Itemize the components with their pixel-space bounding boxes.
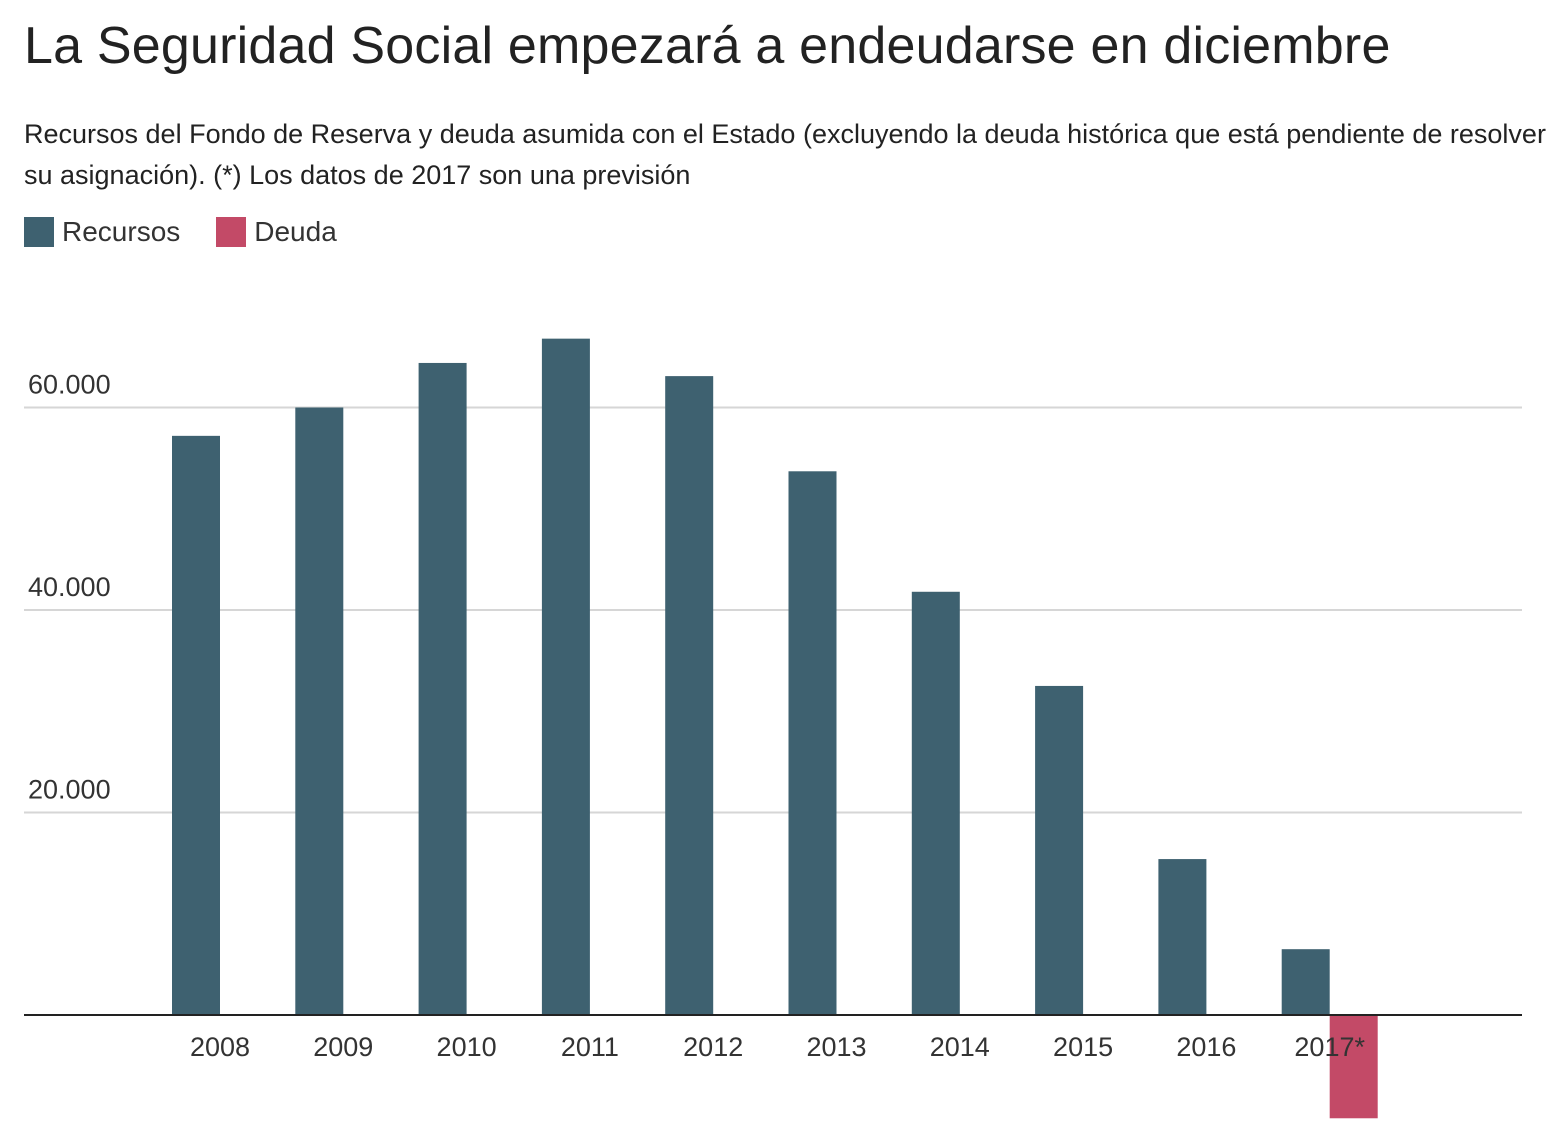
x-tick-label: 2017* (1294, 1032, 1365, 1062)
y-tick-label: 40.000 (28, 572, 111, 602)
bar-recursos-2010[interactable] (418, 362, 467, 1015)
y-tick-label: 20.000 (28, 775, 111, 805)
x-tick-label: 2012 (683, 1032, 743, 1062)
x-tick-label: 2014 (930, 1032, 990, 1062)
bar-recursos-2011[interactable] (541, 338, 590, 1015)
chart-title: La Seguridad Social empezará a endeudars… (24, 17, 1391, 75)
legend-label-recursos: Recursos (62, 216, 181, 247)
legend-label-deuda: Deuda (254, 216, 337, 247)
x-tick-label: 2011 (561, 1032, 619, 1062)
x-tick-label: 2016 (1176, 1032, 1236, 1062)
legend-swatch-deuda (216, 217, 247, 247)
bar-deuda-2017[interactable] (1329, 1015, 1378, 1119)
bar-recursos-2013[interactable] (788, 471, 837, 1016)
bar-recursos-2012[interactable] (665, 376, 714, 1015)
bar-recursos-2016[interactable] (1158, 859, 1207, 1015)
bar-recursos-2008[interactable] (172, 435, 220, 1016)
bar-recursos-2009[interactable] (295, 407, 344, 1016)
x-tick-label: 2009 (313, 1032, 373, 1062)
x-tick-label: 2008 (190, 1032, 250, 1062)
legend-item-recursos: Recursos (24, 216, 180, 248)
x-tick-label: 2013 (806, 1032, 866, 1062)
bar-recursos-2017[interactable] (1281, 949, 1330, 1015)
bar-recursos-2015[interactable] (1035, 685, 1084, 1015)
x-tick-label: 2015 (1053, 1032, 1113, 1062)
bar-recursos-2014[interactable] (911, 591, 960, 1015)
y-tick-label: 60.000 (28, 370, 111, 400)
legend: Recursos Deuda (24, 216, 373, 248)
chart-subtitle: Recursos del Fondo de Reserva y deuda as… (24, 119, 1546, 190)
legend-item-deuda: Deuda (216, 216, 337, 248)
x-tick-label: 2010 (437, 1032, 497, 1062)
legend-swatch-recursos (24, 217, 54, 247)
